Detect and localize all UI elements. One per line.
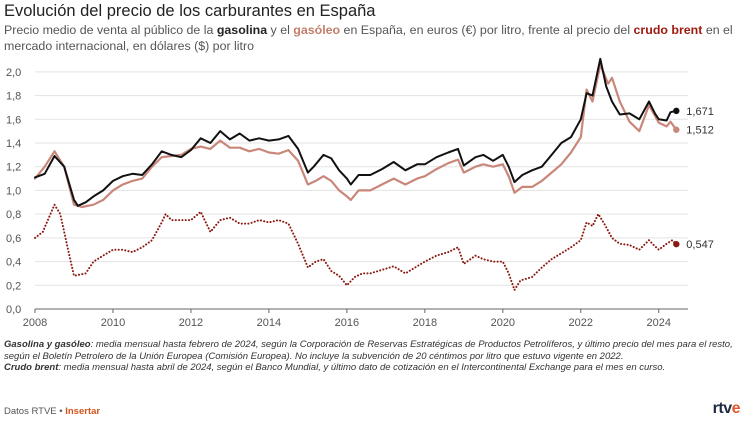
subtitle-diesel: gasóleo <box>293 23 341 37</box>
x-tick-label: 2014 <box>257 317 281 329</box>
x-tick-label: 2018 <box>413 317 437 329</box>
footer: Datos RTVE • Insertar <box>4 406 100 417</box>
subtitle-text-1: Precio medio de venta al público de la <box>4 23 217 37</box>
rtve-logo[interactable]: rtve <box>712 400 741 418</box>
note-brent-text: : media mensual hasta abril de 2024, seg… <box>58 362 666 374</box>
y-tick-label: 1,8 <box>6 91 21 103</box>
y-tick-label: 1,2 <box>6 162 21 174</box>
series-line-crudo-brent <box>34 203 678 291</box>
note-gasoline-diesel: Gasolina y gasóleo: media mensual hasta … <box>4 339 734 362</box>
series-lines <box>33 57 678 291</box>
y-tick-label: 0,8 <box>6 209 21 221</box>
x-tick-label: 2010 <box>101 317 125 329</box>
y-tick-label: 1,0 <box>6 185 21 197</box>
end-label-gasolina: 1,671 <box>686 106 714 118</box>
grid-lines <box>35 71 688 286</box>
y-tick-label: 1,6 <box>6 114 21 126</box>
subtitle-gasoline: gasolina <box>216 23 268 37</box>
subtitle-text-2: y el <box>267 23 294 37</box>
note-gas-text: : media mensual hasta febrero de 2024, s… <box>4 339 733 362</box>
logo-prefix: rtv <box>712 400 732 417</box>
footer-separator: • <box>56 406 66 417</box>
axes: 0,0 0,2 0,4 0,6 0,8 1,0 1,2 1,4 1,6 1,8 2,0 2008 201… <box>6 67 688 329</box>
subtitle-text-3: en España, en euros (€) por litro, frent… <box>340 23 634 37</box>
end-marker-crudo-brent <box>673 240 680 248</box>
x-tick-label: 2012 <box>179 317 203 329</box>
end-marker-gas-leo <box>673 126 680 133</box>
source-label: Datos RTVE <box>4 406 57 417</box>
series-line-gasolina <box>34 57 678 207</box>
end-labels: 0,547 1,512 1,671 <box>673 106 714 251</box>
y-tick-label: 1,4 <box>6 138 21 150</box>
logo-accent: e <box>731 400 741 417</box>
x-tick-label: 2008 <box>23 317 47 329</box>
chart-subtitle: Precio medio de venta al público de la g… <box>4 22 746 54</box>
chart-notes: Gasolina y gasóleo: media mensual hasta … <box>4 339 734 374</box>
insert-link[interactable]: Insertar <box>65 406 101 417</box>
note-brent: Crudo brent: media mensual hasta abril d… <box>4 362 734 374</box>
x-tick-label: 2020 <box>491 317 515 329</box>
y-tick-label: 0,4 <box>6 257 21 269</box>
end-label-crudo-brent: 0,547 <box>686 239 714 251</box>
x-tick-label: 2016 <box>335 317 359 329</box>
end-label-gas-leo: 1,512 <box>686 125 714 137</box>
note-gas-label: Gasolina y gasóleo <box>4 339 91 350</box>
y-tick-label: 0,0 <box>6 304 21 316</box>
y-tick-label: 0,2 <box>6 280 21 292</box>
x-tick-label: 2022 <box>569 317 593 329</box>
y-tick-label: 0,6 <box>6 233 21 245</box>
x-tick-label: 2024 <box>647 317 671 329</box>
note-brent-label: Crudo brent <box>4 362 59 374</box>
subtitle-text-4: en el mercado internacional, en dólares … <box>4 23 733 53</box>
y-tick-label: 2,0 <box>6 67 21 79</box>
subtitle-brent: crudo brent <box>633 23 703 37</box>
series-line-gas-leo <box>33 63 678 209</box>
chart-title: Evolución del precio de los carburantes … <box>4 2 376 20</box>
end-marker-gasolina <box>673 107 680 115</box>
